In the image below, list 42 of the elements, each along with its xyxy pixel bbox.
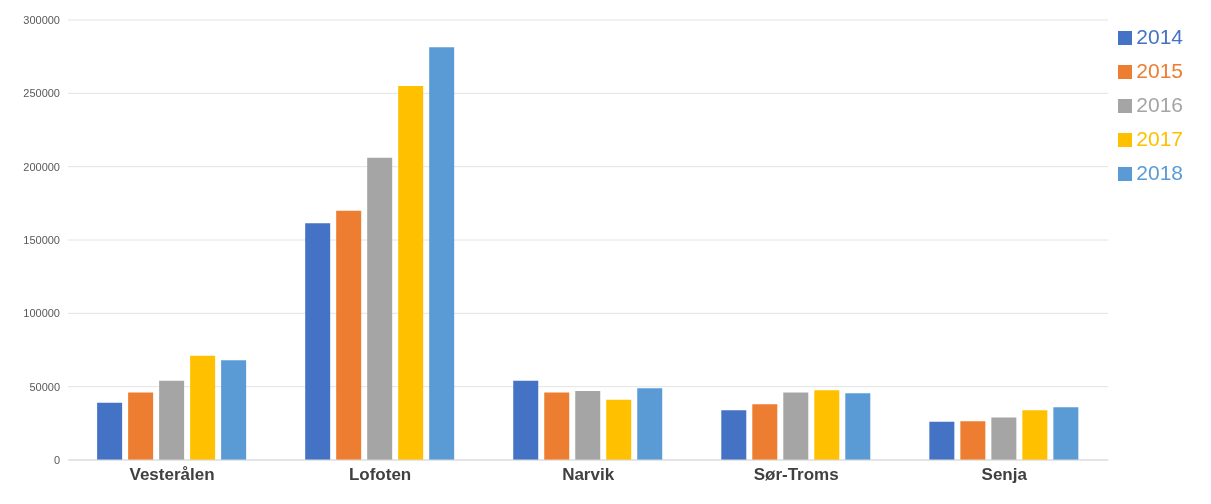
bar xyxy=(128,392,154,460)
y-tick-label: 0 xyxy=(53,453,60,466)
y-tick-label: 250000 xyxy=(23,87,60,100)
bar xyxy=(575,391,601,460)
bar xyxy=(752,404,778,460)
bar xyxy=(97,402,123,460)
y-tick-label: 300000 xyxy=(23,13,60,26)
bar xyxy=(336,210,362,460)
x-tick-label: Sør-Troms xyxy=(753,465,839,485)
bar xyxy=(367,157,393,460)
bar xyxy=(814,390,840,460)
bar xyxy=(1053,407,1079,460)
bar xyxy=(783,392,809,460)
x-tick-label: Vesterålen xyxy=(129,465,215,485)
legend-label: 2015 xyxy=(1136,59,1183,82)
x-tick-label: Lofoten xyxy=(348,465,412,485)
legend-label: 2014 xyxy=(1136,25,1183,48)
legend-label: 2017 xyxy=(1136,127,1183,150)
bar xyxy=(991,417,1017,460)
bar xyxy=(960,421,986,460)
y-tick-label: 150000 xyxy=(23,233,60,246)
x-tick-label: Senja xyxy=(981,465,1028,485)
bar xyxy=(606,399,632,460)
bar xyxy=(398,86,424,460)
bar xyxy=(305,223,331,460)
y-tick-label: 200000 xyxy=(23,160,60,173)
bar xyxy=(544,392,570,460)
bar xyxy=(221,360,247,460)
bar xyxy=(721,410,747,460)
bar xyxy=(190,355,216,460)
bar xyxy=(637,388,663,460)
y-tick-label: 100000 xyxy=(23,307,60,320)
bar xyxy=(429,47,455,460)
legend-label: 2018 xyxy=(1136,161,1183,184)
x-tick-label: Narvik xyxy=(562,465,615,485)
bar xyxy=(159,380,185,460)
bar xyxy=(1022,410,1048,460)
bar xyxy=(845,393,871,460)
bar xyxy=(513,380,539,460)
bar xyxy=(929,421,955,460)
y-tick-label: 50000 xyxy=(29,380,60,393)
legend-label: 2016 xyxy=(1136,93,1183,116)
